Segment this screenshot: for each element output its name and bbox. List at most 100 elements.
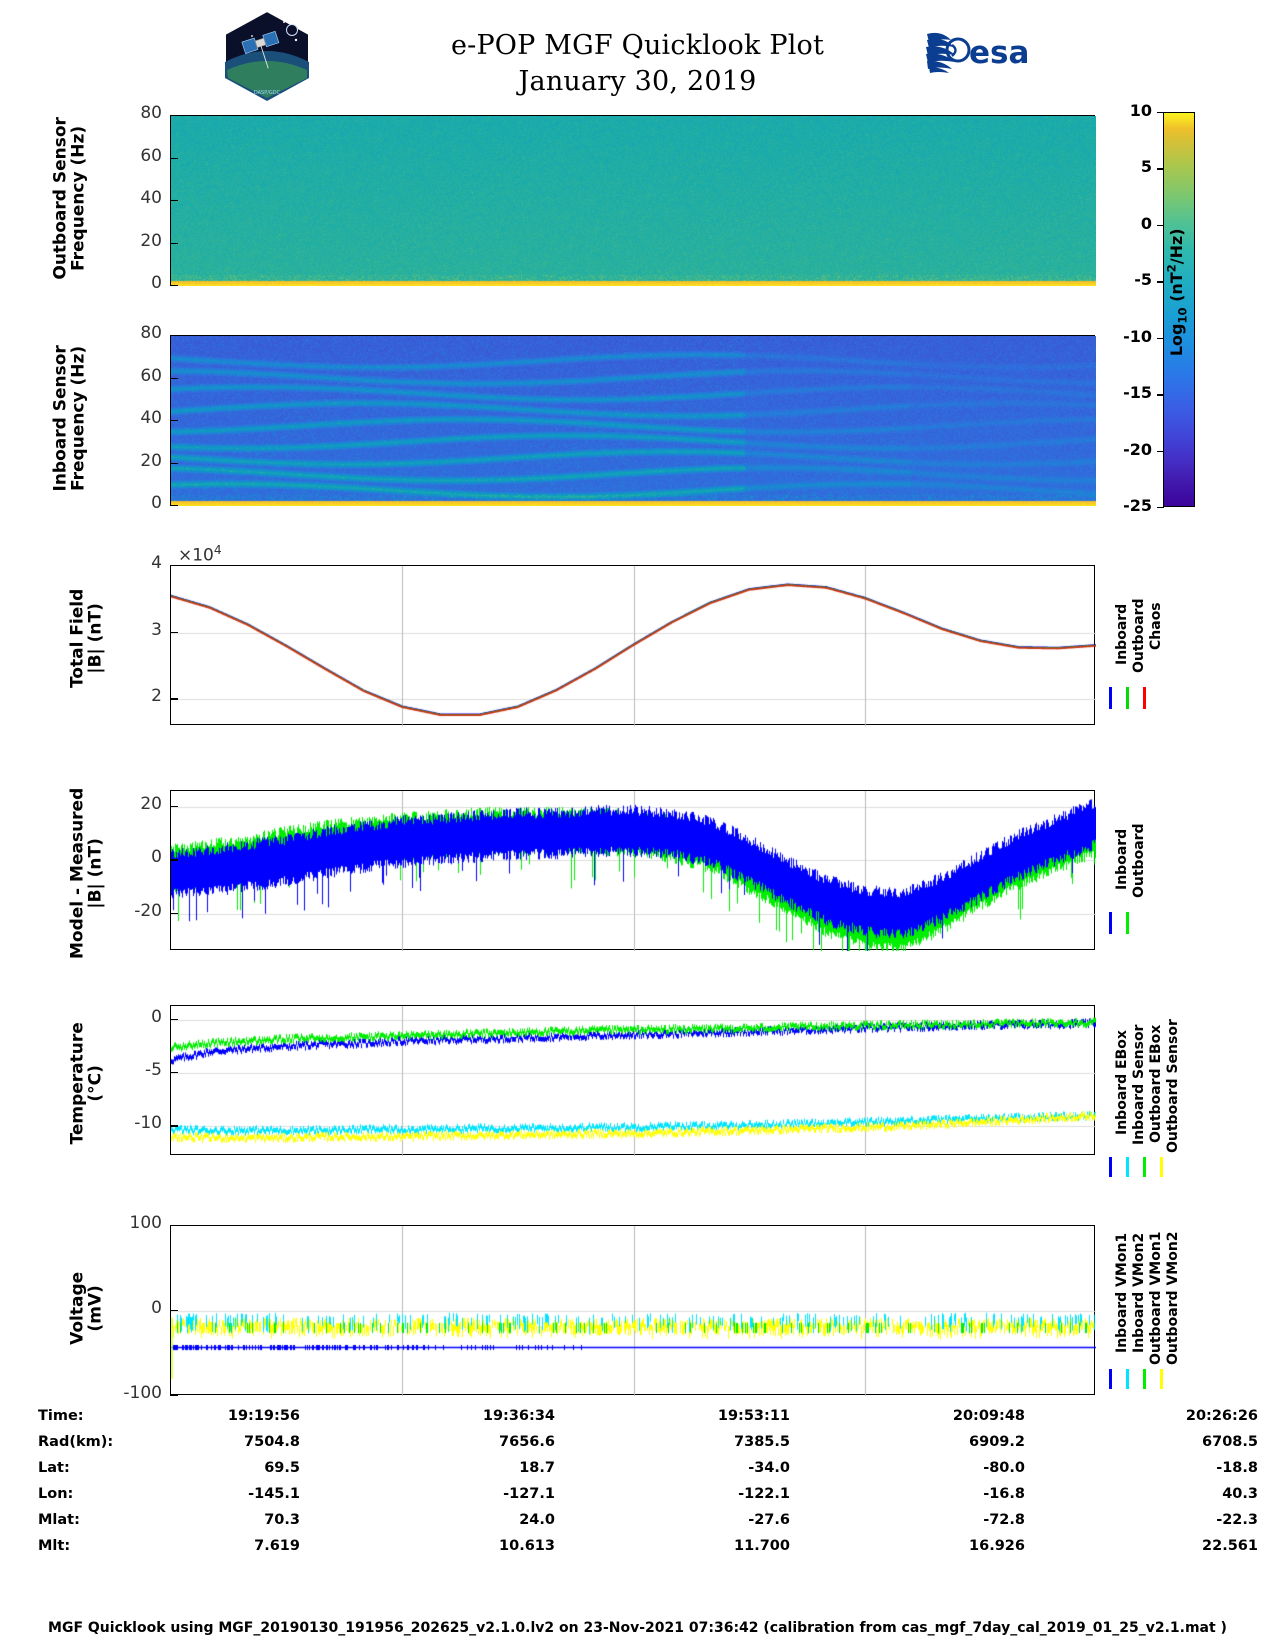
y-tick-label: 20: [140, 450, 162, 471]
legend-swatch: [1126, 1157, 1129, 1177]
legend-swatch: [1143, 687, 1146, 709]
table-cell: -34.0: [748, 1460, 790, 1476]
y-tick-mark: [170, 1072, 178, 1074]
y-tick-mark: [170, 698, 178, 700]
model-minus-measured-legend: Inboard Outboard: [1100, 790, 1180, 950]
table-cell: 20:09:48: [952, 1408, 1025, 1424]
legend-swatch: [1109, 1369, 1112, 1389]
table-cell: 7504.8: [244, 1434, 300, 1450]
voltage-legend: Inboard VMon1 Inboard VMon2 Outboard VMo…: [1100, 1225, 1195, 1395]
table-cell: 19:19:56: [227, 1408, 300, 1424]
y-tick-label: 20: [140, 230, 162, 251]
colorbar-tick-mark: [1157, 507, 1164, 509]
total-field-legend: Inboard Outboard Chaos: [1100, 565, 1180, 725]
y-tick-label: 0: [151, 1006, 162, 1027]
y-tick-label: -100: [123, 1383, 162, 1403]
legend-swatch: [1109, 912, 1112, 934]
table-row-label: Rad(km):: [38, 1434, 114, 1450]
y-tick-label: 0: [151, 273, 162, 293]
table-cell: -16.8: [983, 1486, 1025, 1502]
legend-label: Inboard: [1114, 828, 1130, 890]
legend-swatch: [1143, 1157, 1146, 1177]
colorbar-tick-mark: [1157, 450, 1164, 452]
table-cell: -72.8: [983, 1512, 1025, 1528]
y-tick-label: 0: [151, 847, 162, 868]
voltage-plot: [171, 1226, 1096, 1396]
table-cell: 19:36:34: [482, 1408, 555, 1424]
table-cell: 20:26:26: [1185, 1408, 1258, 1424]
panel-model-minus-measured-axes: [170, 790, 1096, 951]
panel-voltage-ylabel: Voltage (mV): [67, 1271, 106, 1345]
table-cell: 22.561: [1202, 1538, 1258, 1554]
y-tick-mark: [170, 565, 178, 567]
table-cell: -80.0: [983, 1460, 1025, 1476]
y-tick-label: -5: [145, 1060, 162, 1081]
colorbar-tick-label: 0: [1140, 213, 1152, 233]
panel-inboard-spectrogram-axes: [170, 335, 1096, 506]
legend-label: Outboard: [1131, 823, 1147, 898]
y-tick-label: -10: [134, 1113, 162, 1134]
y-tick-mark: [170, 157, 178, 159]
dasp-satellite-logo-icon: DASP/GDC: [222, 9, 312, 103]
colorbar-tick-label: 5: [1140, 157, 1152, 177]
y-tick-label: 60: [140, 145, 162, 166]
panel-total-field-ylabel: Total Field |B| (nT): [67, 588, 106, 689]
panel-temperature-ylabel: Temperature (°C): [67, 1022, 106, 1145]
colorbar-tick-mark: [1157, 281, 1164, 283]
y-tick-mark: [170, 1225, 178, 1227]
legend-swatch: [1109, 687, 1112, 709]
esa-logo-icon: esa: [925, 28, 1045, 74]
y-tick-mark: [170, 1395, 178, 1397]
y-tick-label: 0: [151, 1298, 162, 1318]
y-tick-mark: [170, 1310, 178, 1312]
colorbar-tick-mark: [1157, 112, 1164, 114]
table-cell: 69.5: [264, 1460, 300, 1476]
legend-label: Outboard: [1131, 598, 1147, 673]
legend-swatch: [1126, 1369, 1129, 1389]
y-tick-mark: [170, 115, 178, 117]
legend-swatch: [1160, 1369, 1163, 1389]
table-row-label: Lat:: [38, 1460, 70, 1476]
spectrogram-outboard-image: [171, 116, 1096, 286]
svg-text:DASP/GDC: DASP/GDC: [254, 90, 281, 96]
colorbar-tick-label: -10: [1123, 326, 1152, 346]
page-header: DASP/GDC e-POP MGF Quicklook Plot Januar…: [0, 0, 1275, 110]
table-cell: 19:53:11: [717, 1408, 790, 1424]
table-cell: -18.8: [1216, 1460, 1258, 1476]
y-tick-mark: [170, 335, 178, 337]
legend-label: Outboard VMon1: [1148, 1231, 1164, 1365]
y-tick-label: 3: [151, 619, 162, 640]
legend-swatch: [1126, 687, 1129, 709]
table-cell: 18.7: [519, 1460, 555, 1476]
esa-wordmark: esa: [969, 35, 1029, 71]
colorbar-tick-mark: [1157, 224, 1164, 227]
table-cell: -27.6: [748, 1512, 790, 1528]
y-tick-mark: [170, 285, 178, 287]
footer-text: MGF Quicklook using MGF_20190130_191956_…: [48, 1620, 1227, 1636]
spectrogram-inboard-image: [171, 336, 1096, 506]
legend-label: Inboard Sensor: [1131, 1024, 1147, 1145]
table-row-label: Time:: [38, 1408, 84, 1424]
y-tick-mark: [170, 1125, 178, 1127]
table-cell: 24.0: [519, 1512, 555, 1528]
y-tick-label: 60: [140, 365, 162, 386]
legend-label: Inboard VMon1: [1114, 1232, 1130, 1353]
y-tick-label: 100: [129, 1213, 162, 1233]
table-cell: 7.619: [254, 1538, 300, 1554]
y-tick-label: 40: [140, 408, 162, 428]
table-cell: 7656.6: [499, 1434, 555, 1450]
colorbar-tick-mark: [1157, 168, 1164, 170]
y-tick-label: 0: [151, 493, 162, 513]
legend-label: Outboard VMon2: [1165, 1231, 1181, 1365]
total-field-axis-multiplier: ×104: [178, 543, 222, 566]
colorbar-tick-mark: [1157, 337, 1164, 340]
legend-label: Inboard VMon2: [1131, 1232, 1147, 1353]
colorbar-tick-label: 10: [1129, 101, 1152, 120]
temperature-legend: Inboard EBox Inboard Sensor Outboard EBo…: [1100, 1005, 1190, 1177]
legend-swatch: [1126, 912, 1129, 934]
y-tick-label: 80: [140, 103, 162, 123]
y-tick-mark: [170, 859, 178, 861]
panel-model-minus-measured-ylabel: Model - Measured |B| (nT): [67, 787, 106, 959]
table-cell: 70.3: [264, 1512, 300, 1528]
